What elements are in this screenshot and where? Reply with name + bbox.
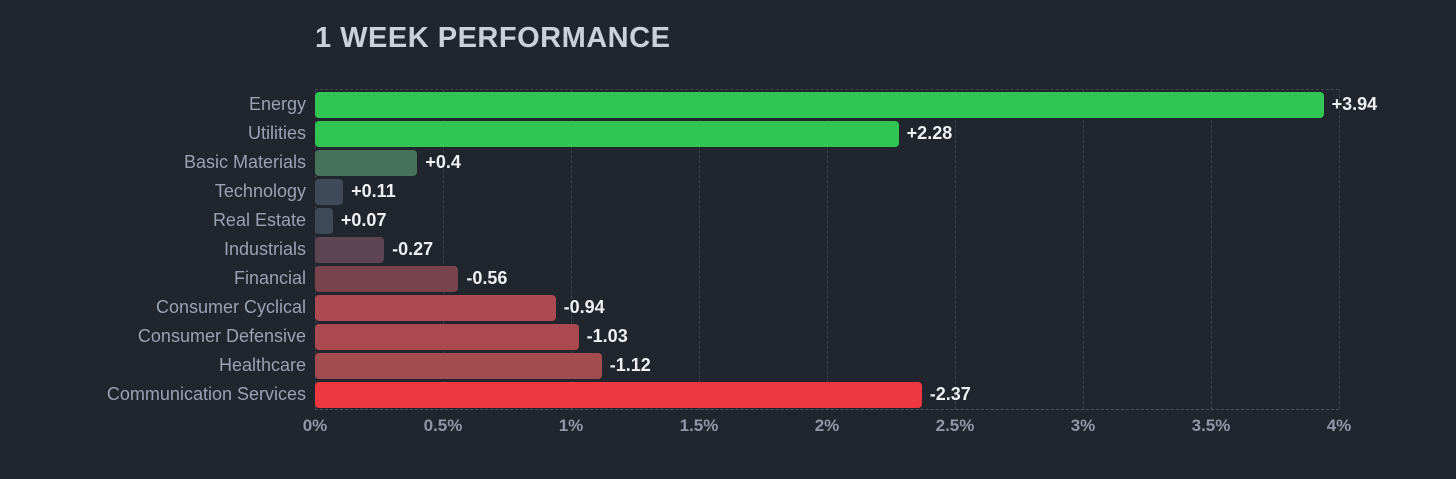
bar-track: +2.28 [315, 120, 1456, 147]
bar[interactable] [315, 323, 579, 350]
category-label: Industrials [223, 239, 306, 259]
x-tick-label: 0.5% [423, 416, 463, 435]
category-label: Energy [248, 94, 306, 114]
value-label: -0.94 [563, 297, 605, 317]
x-tick-label: 2.5% [935, 416, 975, 435]
category-label: Consumer Defensive [137, 326, 306, 346]
bar-track: +0.11 [315, 178, 1456, 205]
category-label: Consumer Cyclical [155, 297, 306, 317]
x-tick-label: 4% [1326, 416, 1352, 435]
value-label: -0.56 [466, 268, 508, 288]
chart-title: 1 WEEK PERFORMANCE [315, 22, 671, 54]
bar-track: +0.07 [315, 207, 1456, 234]
bar[interactable] [315, 265, 459, 292]
x-tick-label: 1.5% [679, 416, 719, 435]
bar-row: Basic Materials +0.4 [0, 148, 1456, 177]
x-tick-label: 3.5% [1191, 416, 1231, 435]
gridline [1083, 90, 1084, 409]
bar-row: Real Estate +0.07 [0, 206, 1456, 235]
x-axis: 0% 0.5% 1% 1.5% 2% 2.5% 3% 3.5% 4% [0, 416, 1456, 442]
value-label: -2.37 [929, 384, 971, 404]
bar-track: +0.4 [315, 149, 1456, 176]
bar-row: Communication Services -2.37 [0, 380, 1456, 409]
value-label: -1.12 [609, 355, 651, 375]
bar-track: -0.56 [315, 265, 1456, 292]
bar[interactable] [315, 381, 922, 408]
gridline [443, 90, 444, 409]
value-label: +0.11 [351, 181, 396, 201]
bar-row: Utilities +2.28 [0, 119, 1456, 148]
bar[interactable] [315, 207, 333, 234]
bar-row: Financial -0.56 [0, 264, 1456, 293]
bar-track: -1.03 [315, 323, 1456, 350]
bar[interactable] [315, 120, 899, 147]
category-label: Utilities [247, 123, 306, 143]
gridline [699, 90, 700, 409]
bar-track: -0.94 [315, 294, 1456, 321]
bar[interactable] [315, 178, 344, 205]
x-tick-label: 2% [814, 416, 840, 435]
gridline [955, 90, 956, 409]
category-label: Technology [214, 181, 306, 201]
bar-row: Energy +3.94 [0, 90, 1456, 119]
bar-row: Technology +0.11 [0, 177, 1456, 206]
category-label: Communication Services [106, 384, 306, 404]
gridline [1211, 90, 1212, 409]
value-label: +3.94 [1331, 94, 1378, 114]
category-label: Real Estate [212, 210, 306, 230]
x-tick-label: 0% [302, 416, 328, 435]
bar-track: -1.12 [315, 352, 1456, 379]
bar-track: -0.27 [315, 236, 1456, 263]
bar-track: -2.37 [315, 381, 1456, 408]
bar[interactable] [315, 236, 385, 263]
bar-row: Consumer Defensive -1.03 [0, 322, 1456, 351]
x-tick-label: 1% [558, 416, 584, 435]
bar[interactable] [315, 91, 1324, 118]
gridline [1339, 90, 1340, 409]
bar-row: Healthcare -1.12 [0, 351, 1456, 380]
bar[interactable] [315, 149, 418, 176]
bar-row: Consumer Cyclical -0.94 [0, 293, 1456, 322]
value-label: -0.27 [392, 239, 434, 259]
bar[interactable] [315, 294, 556, 321]
bar-row: Industrials -0.27 [0, 235, 1456, 264]
category-label: Financial [233, 268, 306, 288]
category-label: Healthcare [218, 355, 306, 375]
x-tick-label: 3% [1070, 416, 1096, 435]
value-label: +0.4 [425, 152, 461, 172]
bar-rows: Energy +3.94 Utilities +2.28 Basic Materials… [0, 90, 1456, 409]
bar[interactable] [315, 352, 602, 379]
value-label: +2.28 [906, 123, 953, 143]
value-label: +0.07 [340, 210, 387, 230]
gridline [827, 90, 828, 409]
value-label: -1.03 [586, 326, 628, 346]
category-label: Basic Materials [183, 152, 306, 172]
bar-track: +3.94 [315, 91, 1456, 118]
gridline [571, 90, 572, 409]
